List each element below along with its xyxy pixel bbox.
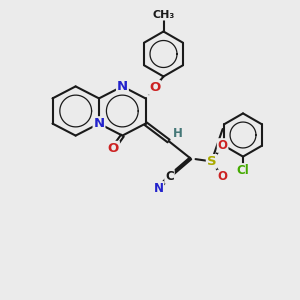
Text: H: H (173, 127, 182, 140)
Text: Cl: Cl (237, 164, 249, 177)
Text: O: O (218, 139, 228, 152)
Text: O: O (218, 170, 228, 184)
Text: CH₃: CH₃ (152, 10, 175, 20)
Text: O: O (149, 81, 160, 94)
Text: N: N (93, 117, 105, 130)
Text: O: O (108, 142, 119, 155)
Text: N: N (153, 182, 164, 195)
Text: C: C (165, 170, 174, 183)
Text: S: S (207, 155, 216, 168)
Text: N: N (117, 80, 128, 93)
